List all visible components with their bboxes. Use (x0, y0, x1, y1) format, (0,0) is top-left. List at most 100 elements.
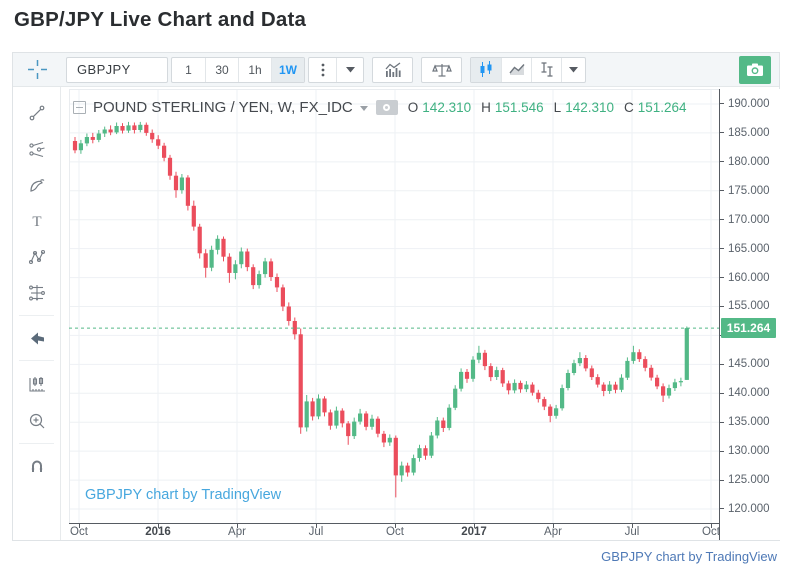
forecast-icon (28, 285, 45, 301)
chart-toolbar: GBPJPY 1 30 1h 1W (13, 53, 779, 87)
page-title: GBP/JPY Live Chart and Data (14, 8, 307, 31)
camera-icon (747, 63, 763, 76)
price-axis-label: 125.000 (720, 473, 770, 487)
chart-legend: POUND STERLING / YEN, W, FX_IDC O 142.310… (73, 99, 687, 116)
price-axis[interactable]: 151.264 190.000 185.000 180.000 175.000 170.… (719, 89, 780, 540)
chart-type-group (470, 56, 586, 83)
time-axis-tick (316, 524, 317, 528)
price-chart-canvas[interactable] (69, 89, 719, 523)
hide-drawings-back-button[interactable] (13, 320, 60, 356)
forecast-tool-button[interactable] (13, 275, 60, 311)
time-axis-tick (79, 524, 80, 528)
xabcd-pattern-icon (28, 249, 45, 265)
chart-type-dropdown-button[interactable] (561, 57, 585, 82)
chart-type-line-button[interactable] (501, 57, 531, 82)
price-axis-label: 160.000 (720, 271, 770, 285)
interval-button-1m[interactable]: 1 (185, 62, 192, 77)
time-axis-tick (711, 524, 712, 528)
time-axis-label: Oct (702, 526, 720, 538)
price-axis-label: 155.000 (720, 299, 770, 313)
tradingview-watermark-link[interactable]: GBPJPY chart by TradingView (85, 487, 282, 503)
crosshair-tool-button[interactable] (13, 52, 61, 88)
line-chart-icon (508, 64, 525, 75)
chart-area: POUND STERLING / YEN, W, FX_IDC O 142.310… (61, 87, 780, 540)
more-dots-icon (321, 63, 324, 76)
back-arrow-icon (30, 332, 44, 345)
legend-dropdown-caret-icon[interactable] (359, 106, 368, 111)
interval-button-1w[interactable]: 1W (271, 57, 304, 82)
caret-down-icon (569, 66, 578, 72)
time-axis[interactable]: Oct 2016 Apr Jul Oct 2017 Apr Jul Oct (69, 523, 720, 540)
xabcd-pattern-tool-button[interactable] (13, 239, 60, 275)
measure-tool-button[interactable] (13, 367, 60, 403)
trend-line-tool-button[interactable] (13, 95, 60, 131)
low-value: 142.310 (565, 100, 614, 115)
text-icon: T (32, 214, 41, 230)
compare-scales-icon (431, 63, 452, 77)
drawing-toolbar: T (13, 87, 61, 540)
chart-type-step-button[interactable] (531, 57, 561, 82)
tradingview-chart-widget: GBPJPY 1 30 1h 1W (12, 52, 780, 541)
time-axis-tick (474, 524, 475, 528)
time-axis-tick (158, 524, 159, 528)
pitchfork-icon (28, 141, 45, 158)
price-axis-label: 135.000 (720, 415, 770, 429)
brush-icon (29, 179, 44, 192)
interval-button-30m[interactable]: 30 (205, 57, 238, 82)
magnet-icon (31, 460, 42, 472)
time-axis-label: Oct (386, 526, 404, 538)
indicators-button[interactable] (372, 56, 413, 83)
brush-tool-button[interactable] (13, 167, 60, 203)
price-axis-label: 130.000 (720, 444, 770, 458)
trend-line-icon (29, 105, 44, 121)
low-label: L (553, 100, 562, 115)
interval-group: 1 30 1h 1W (171, 56, 305, 83)
open-label: O (407, 100, 419, 115)
indicators-icon (385, 61, 401, 77)
price-axis-label: 140.000 (720, 386, 770, 400)
price-axis-label: 175.000 (720, 184, 770, 198)
price-axis-label: 185.000 (720, 126, 770, 140)
price-axis-label: 165.000 (720, 242, 770, 256)
open-value: 142.310 (422, 100, 472, 115)
toolbar-divider (19, 360, 54, 361)
current-price-badge: 151.264 (721, 318, 776, 339)
more-intervals-button[interactable] (309, 58, 336, 82)
legend-visibility-toggle-icon[interactable] (375, 100, 398, 115)
price-axis-label: 190.000 (720, 97, 770, 111)
time-axis-label: Jul (624, 526, 640, 538)
snapshot-camera-button[interactable] (739, 55, 771, 84)
magnet-tool-button[interactable] (13, 448, 60, 484)
time-axis-label: Apr (228, 526, 246, 538)
text-tool-button[interactable]: T (13, 203, 60, 239)
legend-collapse-icon[interactable] (73, 101, 86, 114)
zoom-in-tool-button[interactable] (13, 403, 60, 439)
pitchfork-tool-button[interactable] (13, 131, 60, 167)
price-axis-label: 170.000 (720, 213, 770, 227)
time-axis-label: Apr (544, 526, 562, 538)
widget-body: T (13, 87, 780, 540)
toolbar-divider (19, 443, 54, 444)
interval-dropdown-button[interactable] (336, 57, 363, 82)
crosshair-icon (27, 60, 47, 79)
close-value: 151.264 (637, 100, 687, 115)
chart-type-candles-button[interactable] (471, 57, 501, 82)
symbol-input[interactable]: GBPJPY (66, 56, 168, 83)
high-label: H (481, 100, 491, 115)
interval-menu-group (308, 56, 364, 83)
time-axis-label: 2017 (461, 526, 487, 538)
candles-chart-icon (480, 61, 492, 77)
time-axis-label: 2016 (145, 526, 171, 538)
time-axis-label: Oct (70, 526, 88, 538)
price-axis-label: 145.000 (720, 357, 770, 371)
interval-button-1h[interactable]: 1h (238, 57, 271, 82)
close-label: C (624, 100, 634, 115)
caret-down-icon (345, 66, 355, 72)
time-axis-tick (553, 524, 554, 528)
time-axis-label: Jul (308, 526, 324, 538)
tradingview-attribution-link[interactable]: GBPJPY chart by TradingView (601, 549, 777, 564)
zoom-in-icon (29, 413, 44, 429)
compare-button[interactable] (421, 56, 462, 83)
measure-ruler-icon (28, 377, 45, 392)
time-axis-tick (395, 524, 396, 528)
